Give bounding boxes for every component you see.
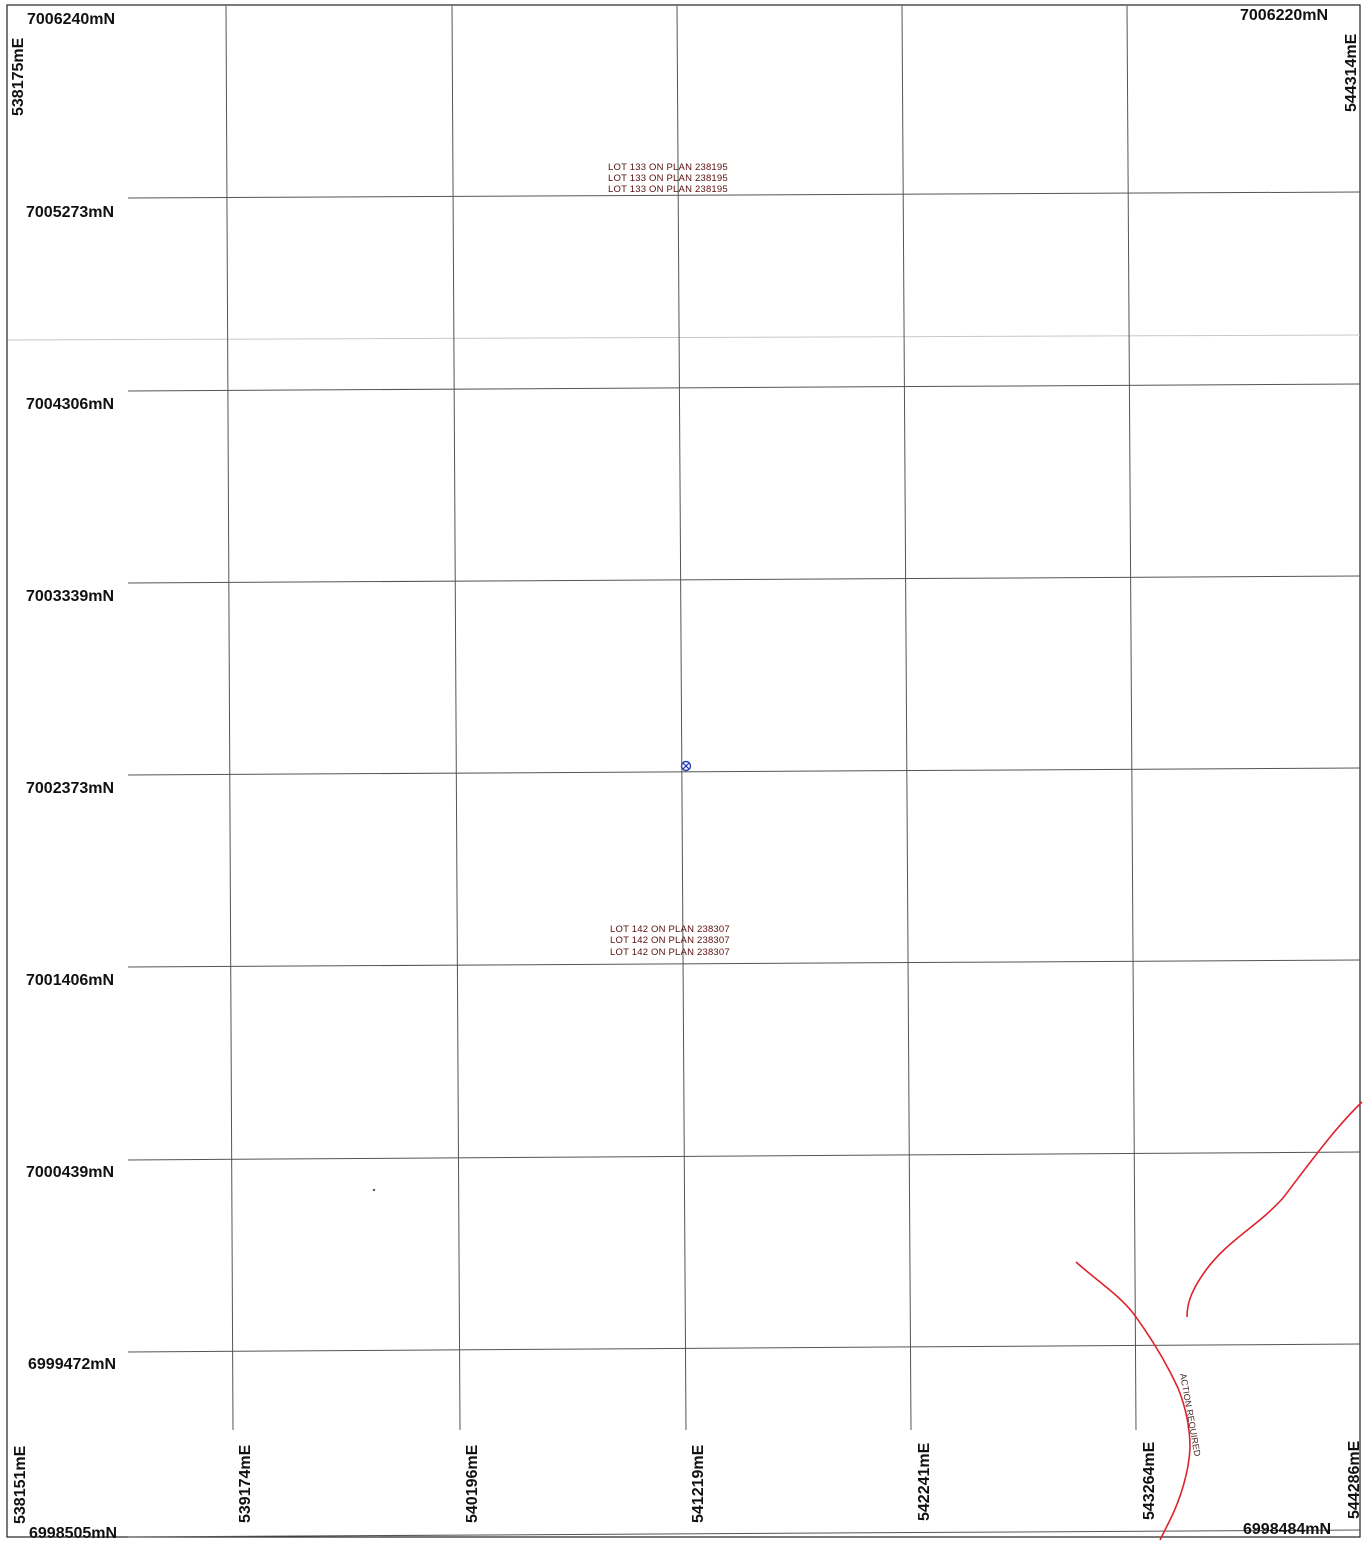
easting-label: 543264mE [1141, 1441, 1158, 1520]
northing-gridline [127, 767, 1361, 776]
lot-label: LOT 133 ON PLAN 238195 [608, 184, 728, 195]
northing-gridline [127, 191, 1361, 199]
easting-gridline [676, 5, 687, 1431]
easting-label: 540196mE [464, 1444, 481, 1523]
northing-gridline [127, 959, 1361, 968]
easting-label-bottom-left: 538151mE [12, 1445, 29, 1524]
northing-label: 6999472mN [28, 1356, 116, 1373]
crosshair-circle-icon[interactable] [680, 760, 692, 772]
lot-label: LOT 142 ON PLAN 238307 [610, 935, 730, 946]
northing-label: 7001406mN [26, 972, 114, 989]
lot-142-label-group: LOT 142 ON PLAN 238307 LOT 142 ON PLAN 2… [610, 924, 730, 958]
lot-label: LOT 133 ON PLAN 238195 [608, 162, 728, 173]
lot-label: LOT 142 ON PLAN 238307 [610, 947, 730, 958]
easting-label: 539174mE [237, 1444, 254, 1523]
northing-label: 7003339mN [26, 588, 114, 605]
easting-label-bottom-right: 544286mE [1346, 1440, 1363, 1519]
northing-label-top-left: 7006240mN [27, 11, 115, 28]
scan-seam [7, 334, 1361, 341]
easting-gridline [1126, 5, 1137, 1431]
stray-dot [372, 1188, 376, 1192]
northing-label: 7002373mN [26, 780, 114, 797]
northing-label: 7005273mN [26, 204, 114, 221]
easting-label: 542241mE [916, 1442, 933, 1521]
northing-label-bottom-right: 6998484mN [1243, 1521, 1331, 1538]
easting-grid [225, 5, 1137, 1431]
red-feature-line-east [1186, 1101, 1363, 1318]
map-frame [6, 4, 1361, 1538]
easting-label-top-right: 544314mE [1343, 33, 1360, 112]
easting-gridline [901, 5, 912, 1431]
easting-gridline [225, 5, 234, 1431]
northing-gridline [127, 1151, 1361, 1161]
lot-label: LOT 133 ON PLAN 238195 [608, 173, 728, 184]
northing-label: 7000439mN [26, 1164, 114, 1181]
northing-label: 7004306mN [26, 396, 114, 413]
northing-label-bottom-left: 6998505mN [29, 1525, 117, 1542]
northing-grid [127, 191, 1361, 1538]
northing-gridline [127, 1343, 1361, 1353]
northing-gridline [127, 575, 1361, 584]
lot-label: LOT 142 ON PLAN 238307 [610, 924, 730, 935]
easting-label: 541219mE [690, 1444, 707, 1523]
lot-133-label-group: LOT 133 ON PLAN 238195 LOT 133 ON PLAN 2… [608, 162, 728, 195]
northing-label-top-right: 7006220mN [1240, 7, 1328, 24]
red-feature-line-west [1075, 1261, 1191, 1541]
northing-gridline [127, 383, 1361, 392]
bottom-border-line [127, 1529, 1361, 1538]
red-feature-lines [1075, 1101, 1363, 1541]
easting-label-top-left: 538175mE [10, 37, 27, 116]
easting-gridline [451, 5, 461, 1431]
